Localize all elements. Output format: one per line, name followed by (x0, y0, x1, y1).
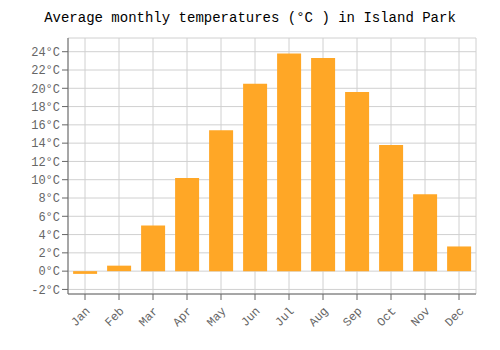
svg-text:Oct: Oct (374, 305, 399, 330)
svg-text:Nov: Nov (408, 305, 433, 330)
svg-text:Sep: Sep (340, 305, 365, 330)
svg-text:2°C: 2°C (38, 247, 60, 261)
svg-text:24°C: 24°C (31, 46, 60, 60)
svg-text:4°C: 4°C (38, 229, 60, 243)
svg-text:Jan: Jan (68, 305, 93, 330)
svg-text:10°C: 10°C (31, 174, 60, 188)
svg-text:-2°C: -2°C (31, 284, 60, 298)
svg-text:Aug: Aug (306, 305, 331, 330)
svg-text:22°C: 22°C (31, 64, 60, 78)
svg-text:6°C: 6°C (38, 211, 60, 225)
svg-text:Mar: Mar (136, 305, 161, 330)
svg-text:0°C: 0°C (38, 265, 60, 279)
svg-text:Jul: Jul (272, 305, 297, 330)
svg-text:8°C: 8°C (38, 192, 60, 206)
html-text:Average monthly temperatures (: Average monthly temperatures (°C ) in Is… (44, 10, 456, 26)
svg-text:14°C: 14°C (31, 137, 60, 151)
svg-text:18°C: 18°C (31, 101, 60, 115)
svg-text:12°C: 12°C (31, 156, 60, 170)
svg-text:Jun: Jun (238, 305, 263, 330)
svg-text:Dec: Dec (442, 305, 467, 330)
svg-text:20°C: 20°C (31, 83, 60, 97)
svg-text:Apr: Apr (170, 305, 195, 330)
svg-text:16°C: 16°C (31, 119, 60, 133)
svg-text:Feb: Feb (102, 305, 127, 330)
svg-text:May: May (204, 305, 229, 330)
